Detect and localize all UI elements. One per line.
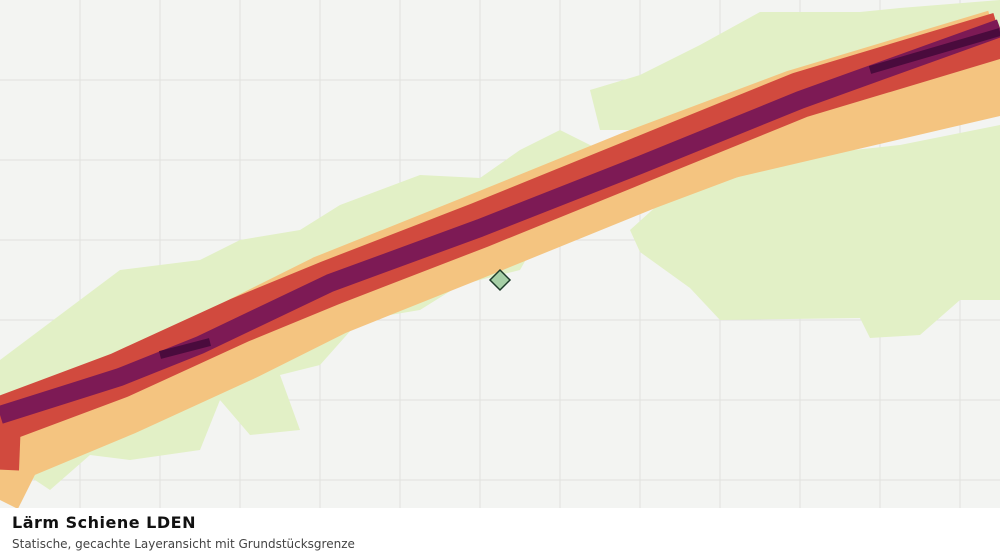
noise-band bbox=[0, 19, 1000, 424]
noise-band bbox=[0, 419, 21, 471]
map-subtitle: Statische, gecachte Layeransicht mit Gru… bbox=[12, 537, 355, 551]
location-marker[interactable] bbox=[488, 268, 512, 292]
noise-area bbox=[590, 0, 1000, 130]
noise-bands bbox=[0, 10, 1000, 508]
map-title: Lärm Schiene LDEN bbox=[12, 513, 196, 532]
caption-panel: Lärm Schiene LDEN Statische, gecachte La… bbox=[0, 508, 1000, 560]
noise-band bbox=[158, 28, 1000, 359]
noise-map bbox=[0, 0, 1000, 508]
